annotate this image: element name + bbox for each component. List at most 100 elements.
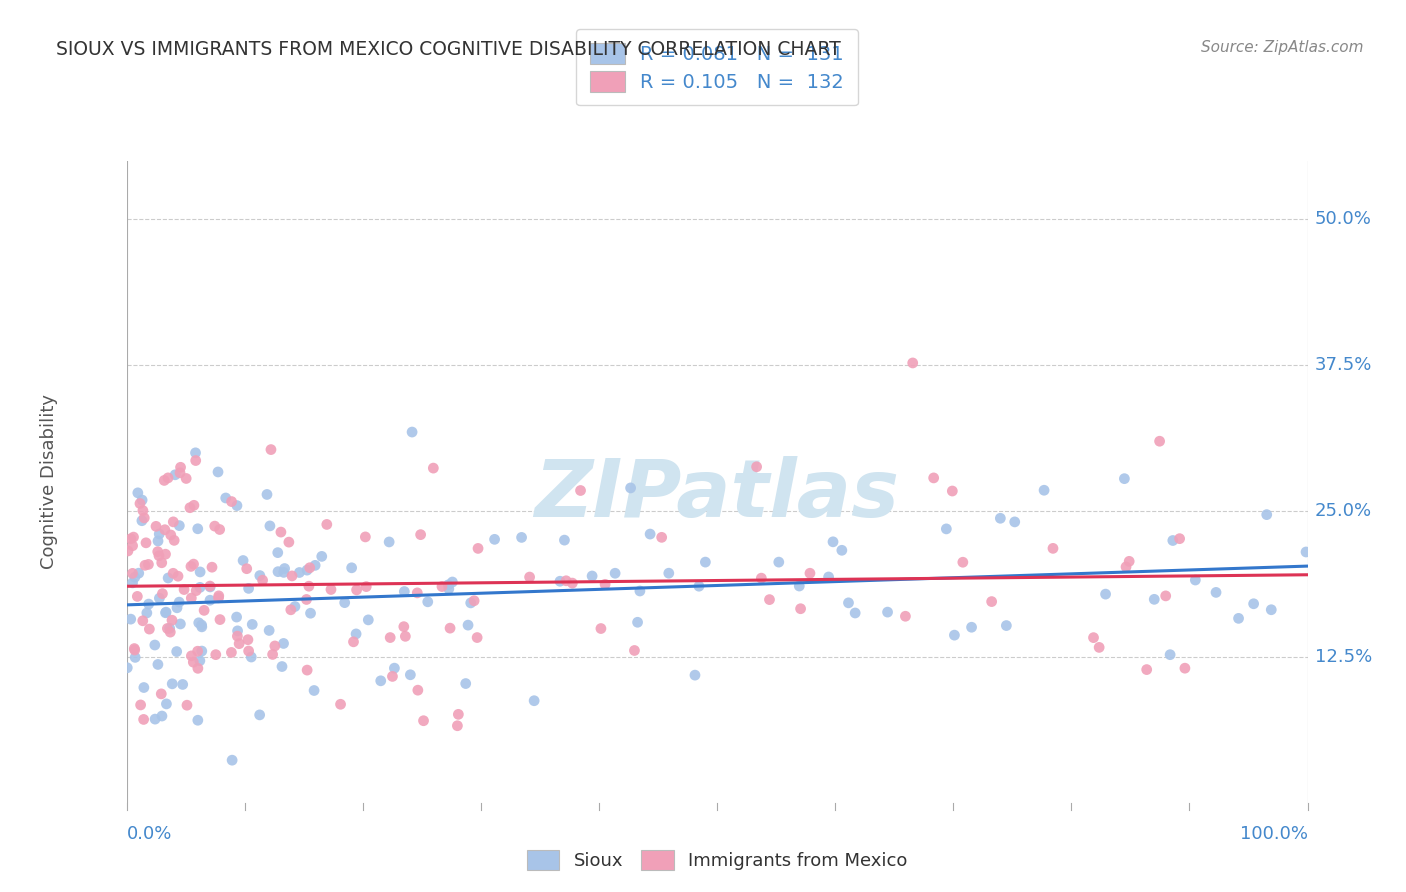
Point [299, 606, 322, 620]
Point [186, 583, 208, 598]
Point [127, 486, 149, 500]
Point [561, 576, 583, 591]
Point [409, 527, 432, 541]
Point [510, 530, 533, 544]
Point [267, 565, 290, 579]
Point [943, 628, 966, 642]
Point [226, 624, 249, 638]
Text: Cognitive Disability: Cognitive Disability [41, 394, 58, 569]
Point [259, 519, 281, 533]
Point [145, 519, 167, 533]
Point [204, 519, 226, 533]
Point [593, 577, 616, 591]
Point [146, 657, 169, 672]
Point [284, 599, 307, 614]
Point [159, 621, 181, 635]
Point [467, 541, 489, 556]
Point [193, 603, 215, 617]
Point [188, 654, 211, 668]
Point [270, 525, 292, 540]
Text: 12.5%: 12.5% [1315, 648, 1372, 665]
Point [198, 579, 221, 593]
Point [157, 571, 180, 585]
Point [437, 582, 460, 596]
Point [260, 442, 283, 457]
Point [153, 474, 176, 488]
Point [143, 712, 166, 726]
Point [183, 498, 205, 512]
Point [695, 555, 717, 569]
Point [263, 639, 285, 653]
Point [267, 546, 290, 560]
Point [357, 613, 380, 627]
Point [173, 582, 195, 597]
Point [437, 578, 460, 592]
Point [184, 446, 207, 460]
Point [298, 579, 321, 593]
Point [628, 584, 651, 599]
Point [226, 499, 249, 513]
Point [155, 606, 177, 620]
Point [167, 569, 190, 583]
Point [302, 683, 325, 698]
Point [134, 558, 156, 573]
Point [122, 530, 145, 544]
Point [191, 644, 214, 658]
Point [121, 566, 143, 581]
Point [935, 522, 957, 536]
Point [1295, 545, 1317, 559]
Point [837, 596, 859, 610]
Point [146, 534, 169, 549]
Point [187, 615, 209, 630]
Point [238, 644, 260, 658]
Point [620, 481, 643, 495]
Point [749, 571, 772, 585]
Point [519, 570, 541, 584]
Point [271, 659, 294, 673]
Point [132, 503, 155, 517]
Point [333, 596, 356, 610]
Point [288, 566, 311, 580]
Point [1256, 508, 1278, 522]
Point [208, 523, 231, 537]
Text: Source: ZipAtlas.com: Source: ZipAtlas.com [1201, 40, 1364, 55]
Point [315, 517, 337, 532]
Point [184, 453, 207, 467]
Point [311, 549, 333, 564]
Point [1033, 483, 1056, 498]
Point [187, 522, 209, 536]
Point [412, 714, 434, 728]
Point [1161, 533, 1184, 548]
Point [180, 648, 202, 663]
Point [188, 565, 211, 579]
Point [1094, 587, 1116, 601]
Point [148, 591, 170, 606]
Point [117, 544, 139, 558]
Point [1083, 631, 1105, 645]
Point [132, 681, 155, 695]
Point [127, 590, 149, 604]
Point [190, 618, 212, 632]
Point [187, 713, 209, 727]
Point [187, 661, 209, 675]
Text: ZIPatlas: ZIPatlas [534, 456, 900, 533]
Point [135, 536, 157, 550]
Point [416, 595, 439, 609]
Point [132, 614, 155, 628]
Point [894, 609, 917, 624]
Point [922, 471, 945, 485]
Point [381, 669, 404, 683]
Point [553, 533, 575, 548]
Point [207, 465, 229, 479]
Point [249, 707, 271, 722]
Point [960, 620, 983, 634]
Point [1243, 597, 1265, 611]
Point [1115, 560, 1137, 574]
Point [430, 580, 453, 594]
Point [1118, 554, 1140, 568]
Point [1168, 532, 1191, 546]
Point [198, 593, 221, 607]
Point [187, 644, 209, 658]
Point [150, 687, 173, 701]
Point [256, 487, 278, 501]
